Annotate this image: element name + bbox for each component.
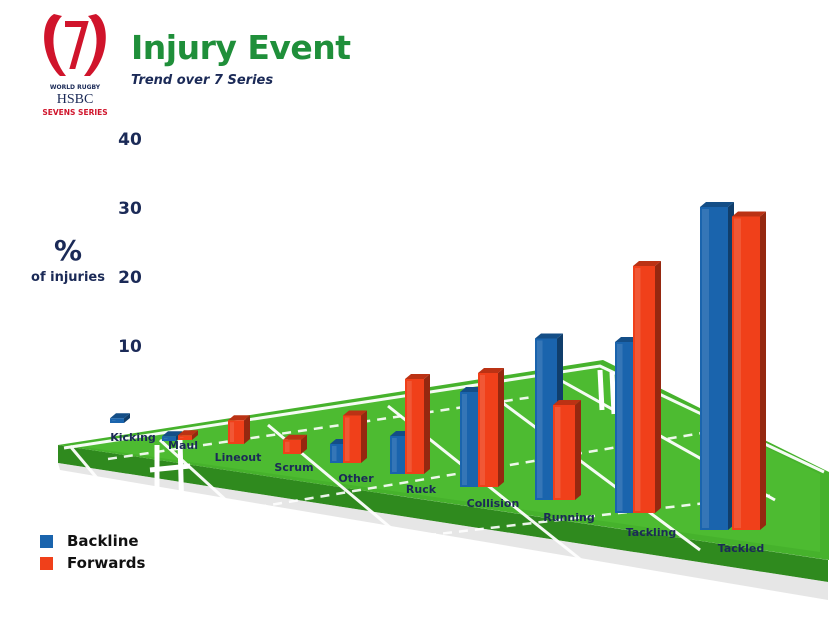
category-label-ruck: Ruck — [406, 483, 437, 496]
legend: Backline Forwards — [40, 530, 145, 574]
category-label-kicking: Kicking — [110, 431, 156, 444]
category-label-lineout: Lineout — [215, 451, 262, 464]
legend-label-backline: Backline — [67, 532, 139, 550]
logo-text-world-rugby: WORLD RUGBY — [49, 84, 101, 91]
y-axis-ticks: 10 20 30 40 — [118, 130, 142, 357]
category-label-collision: Collision — [467, 497, 520, 510]
chart-title: Injury Event — [131, 28, 351, 67]
category-labels: Kicking Maul Lineout Scrum Other Ruck Collisio… — [110, 431, 764, 555]
bar-forwards-lineout — [228, 415, 250, 444]
bar-backline-tackled — [700, 202, 734, 530]
logo-text-hsbc: HSBC — [56, 92, 94, 107]
bars — [110, 202, 766, 530]
bar-backline-kicking — [110, 413, 130, 423]
logo-text-sevens-series: SEVENS SERIES — [42, 108, 108, 117]
bar-forwards-tackled — [732, 211, 766, 530]
legend-swatch-backline — [40, 534, 53, 548]
sevens-logo-icon — [44, 14, 106, 76]
brand-logo: WORLD RUGBY HSBC SEVENS SERIES — [30, 6, 120, 118]
legend-item-forwards: Forwards — [40, 552, 145, 574]
chart-subtitle: Trend over 7 Series — [131, 73, 274, 88]
legend-swatch-forwards — [40, 556, 53, 570]
bar-forwards-ruck — [405, 374, 430, 474]
bar-forwards-running — [553, 400, 581, 500]
bar-forwards-scrum — [283, 434, 307, 454]
category-label-running: Running — [543, 511, 594, 524]
y-axis-title-text: of injuries — [31, 270, 105, 285]
y-axis-title-symbol: % — [53, 234, 83, 267]
category-label-other: Other — [338, 472, 374, 485]
category-label-scrum: Scrum — [274, 461, 313, 474]
bar-forwards-other — [343, 410, 367, 463]
bar-forwards-maul — [178, 430, 198, 440]
bar-forwards-tackling — [633, 261, 661, 513]
y-tick-label-30: 30 — [118, 199, 142, 219]
y-tick-label-40: 40 — [118, 130, 142, 150]
category-label-maul: Maul — [168, 439, 198, 452]
y-tick-label-10: 10 — [118, 337, 142, 357]
y-tick-label-20: 20 — [118, 268, 142, 288]
category-label-tackling: Tackling — [626, 526, 677, 539]
legend-label-forwards: Forwards — [67, 554, 146, 572]
category-label-tackled: Tackled — [718, 542, 764, 555]
legend-item-backline: Backline — [40, 530, 145, 552]
bar-forwards-collision — [478, 368, 504, 487]
